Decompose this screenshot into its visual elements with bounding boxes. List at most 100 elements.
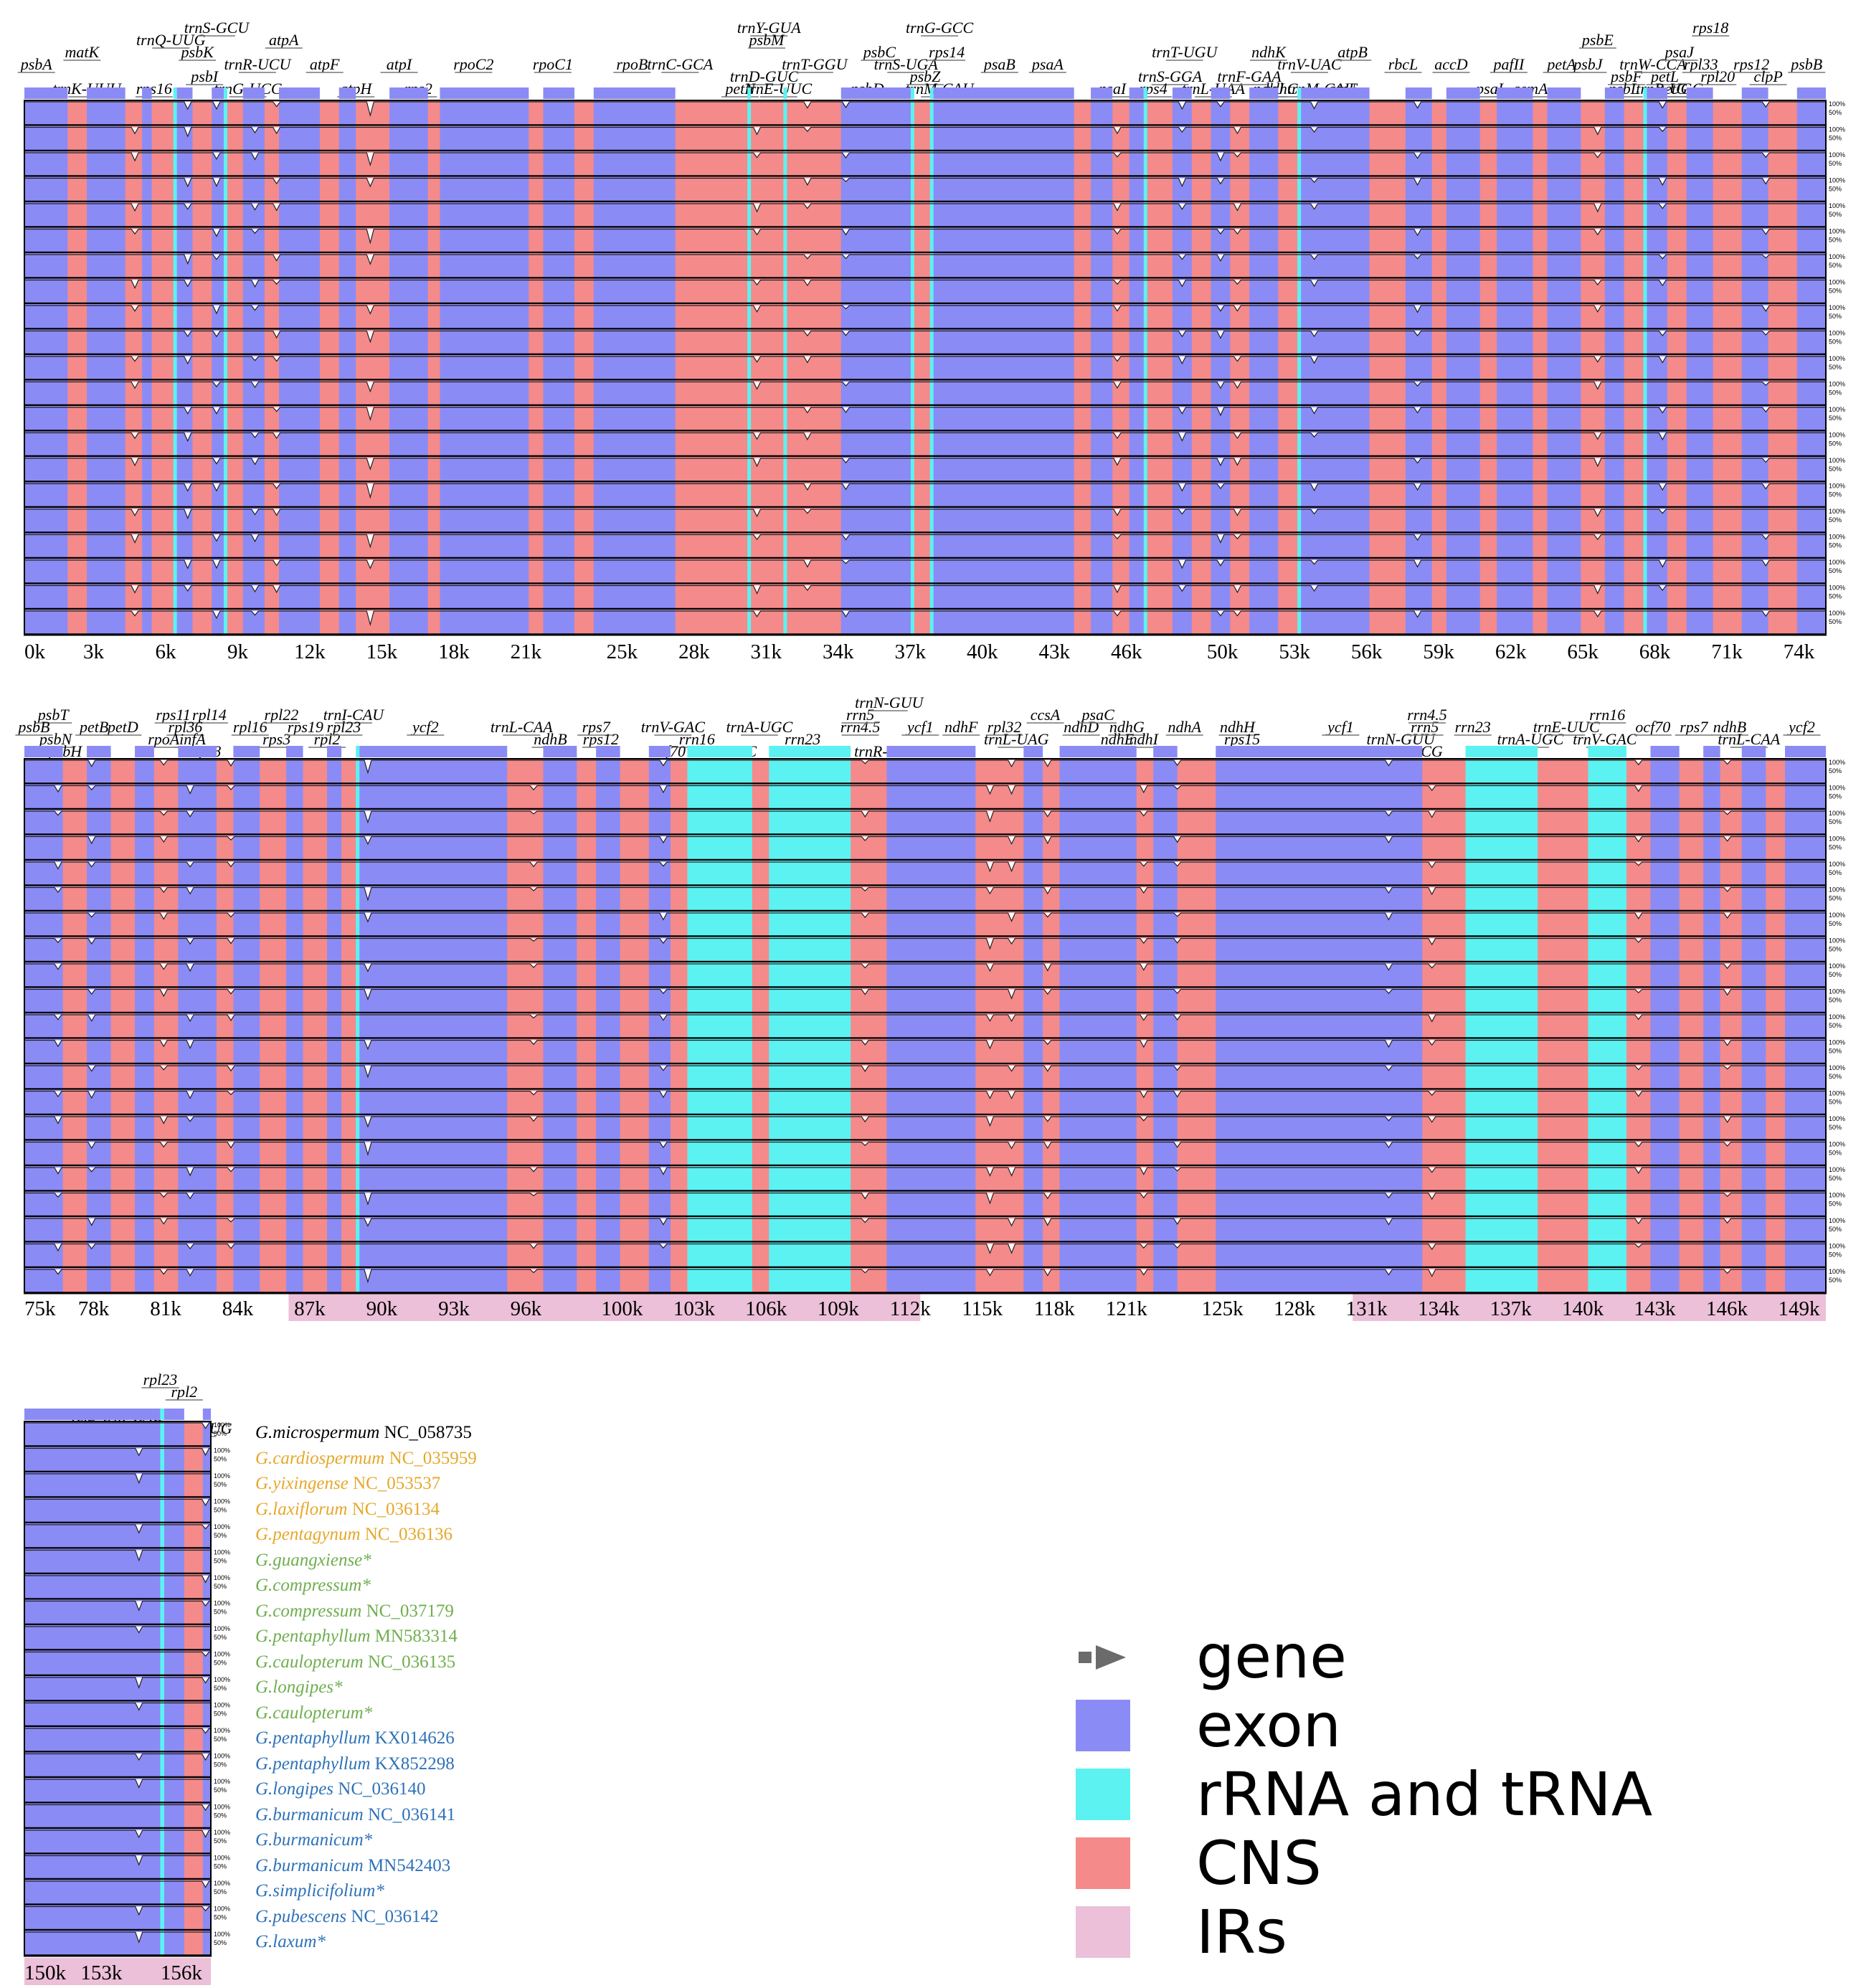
segment-rna bbox=[769, 912, 851, 936]
identity-curve bbox=[24, 759, 1826, 775]
segment-rna bbox=[783, 355, 787, 379]
segment-exon bbox=[593, 584, 676, 608]
segment-exon bbox=[440, 253, 529, 278]
segment-cns bbox=[1278, 278, 1298, 303]
species-accession: NC_036135 bbox=[363, 1652, 456, 1672]
segment-cns bbox=[1667, 329, 1687, 354]
segment-cns bbox=[620, 835, 650, 859]
segment-exon bbox=[233, 1268, 260, 1292]
segment-cns bbox=[620, 1242, 650, 1267]
segment-rna bbox=[1297, 304, 1302, 328]
segment-cns bbox=[110, 1166, 136, 1191]
segment-cns bbox=[62, 1217, 87, 1241]
gene-label-rps7: rps7 bbox=[1680, 718, 1708, 736]
gene-strip-block bbox=[160, 1409, 164, 1420]
segment-exon bbox=[164, 1599, 185, 1624]
segment-exon bbox=[135, 861, 155, 885]
alignment-row: 100%50% bbox=[24, 1038, 1845, 1065]
segment-exon bbox=[24, 304, 68, 328]
species-name: G.caulopterum* bbox=[255, 1703, 373, 1723]
segment-cns bbox=[1533, 176, 1548, 201]
segment-exon bbox=[1129, 151, 1145, 176]
segment-cns bbox=[67, 406, 87, 430]
segment-exon bbox=[886, 784, 976, 808]
segment-exon bbox=[87, 610, 126, 634]
alignment-row: 100%50% bbox=[24, 1752, 230, 1779]
segment-cns bbox=[1720, 1268, 1743, 1292]
species-row: G.burmanicum* bbox=[255, 1830, 477, 1856]
segment-cns bbox=[62, 988, 87, 1012]
segment-cns bbox=[914, 329, 931, 354]
identity-label-top: 100% bbox=[1829, 151, 1845, 158]
segment-rna bbox=[910, 406, 915, 430]
identity-label-mid: 50% bbox=[1829, 1022, 1842, 1029]
segment-cns bbox=[529, 457, 544, 481]
segment-cns bbox=[227, 151, 244, 176]
tick-label: 68k bbox=[1639, 640, 1671, 663]
segment-exon bbox=[840, 329, 911, 354]
segment-cns bbox=[1043, 1013, 1061, 1038]
segment-rna bbox=[747, 457, 752, 481]
segment-exon bbox=[1796, 508, 1827, 532]
segment-exon bbox=[1023, 784, 1043, 808]
segment-exon bbox=[279, 457, 321, 481]
segment-exon bbox=[1172, 380, 1193, 404]
segment-cns bbox=[303, 1013, 328, 1038]
segment-cns bbox=[427, 278, 440, 303]
segment-cns bbox=[1713, 151, 1743, 176]
segment-exon bbox=[1686, 406, 1714, 430]
segment-cns bbox=[675, 584, 748, 608]
segment-rna bbox=[687, 886, 753, 910]
gene-strip-block bbox=[543, 87, 574, 99]
segment-exon bbox=[202, 1676, 212, 1700]
segment-exon bbox=[886, 835, 976, 859]
segment-cns bbox=[260, 1115, 287, 1140]
identity-label-mid: 50% bbox=[214, 1837, 227, 1845]
segment-exon bbox=[1023, 1115, 1043, 1140]
segment-exon bbox=[164, 1854, 185, 1878]
segment-cns bbox=[1713, 253, 1743, 278]
segment-cns bbox=[151, 100, 174, 125]
segment-rna bbox=[783, 304, 787, 328]
segment-exon bbox=[242, 559, 265, 583]
segment-rna bbox=[173, 482, 178, 506]
segment-exon bbox=[87, 406, 126, 430]
segment-rna bbox=[783, 406, 787, 430]
segment-exon bbox=[24, 1727, 161, 1751]
segment-cns bbox=[620, 861, 650, 885]
segment-cns bbox=[751, 100, 784, 125]
segment-exon bbox=[233, 962, 260, 987]
segment-exon bbox=[389, 126, 429, 150]
species-name: G.cardiospermum bbox=[255, 1448, 385, 1468]
segment-cns bbox=[184, 1727, 204, 1751]
segment-rna bbox=[1297, 559, 1302, 583]
segment-rna bbox=[910, 533, 915, 557]
segment-exon bbox=[543, 784, 577, 808]
segment-cns bbox=[1369, 610, 1406, 634]
segment-cns bbox=[914, 176, 931, 201]
segment-cns bbox=[1136, 784, 1154, 808]
segment-exon bbox=[1650, 784, 1680, 808]
segment-cns bbox=[1431, 202, 1447, 227]
segment-cns bbox=[1768, 482, 1798, 506]
segment-exon bbox=[1249, 559, 1279, 583]
segment-cns bbox=[1074, 126, 1091, 150]
segment-exon bbox=[886, 1166, 976, 1191]
segment-cns bbox=[62, 1166, 87, 1191]
segment-cns bbox=[851, 1166, 887, 1191]
segment-cns bbox=[151, 380, 174, 404]
segment-exon bbox=[596, 1191, 621, 1216]
identity-label-top: 100% bbox=[1829, 1141, 1845, 1148]
segment-exon bbox=[593, 559, 676, 583]
segment-cns bbox=[260, 1140, 287, 1165]
segment-exon bbox=[1741, 253, 1769, 278]
alignment-row: 100%50% bbox=[24, 406, 1845, 432]
segment-cns bbox=[1667, 202, 1687, 227]
segment-exon bbox=[327, 861, 342, 885]
identity-label-top: 100% bbox=[214, 1804, 230, 1811]
segment-exon bbox=[176, 610, 193, 634]
gene-label-petL: petL bbox=[1649, 67, 1679, 85]
gene-label-trnF-GAA: trnF-GAA bbox=[1218, 67, 1282, 85]
segment-rna bbox=[1143, 151, 1148, 176]
segment-exon bbox=[142, 278, 153, 303]
